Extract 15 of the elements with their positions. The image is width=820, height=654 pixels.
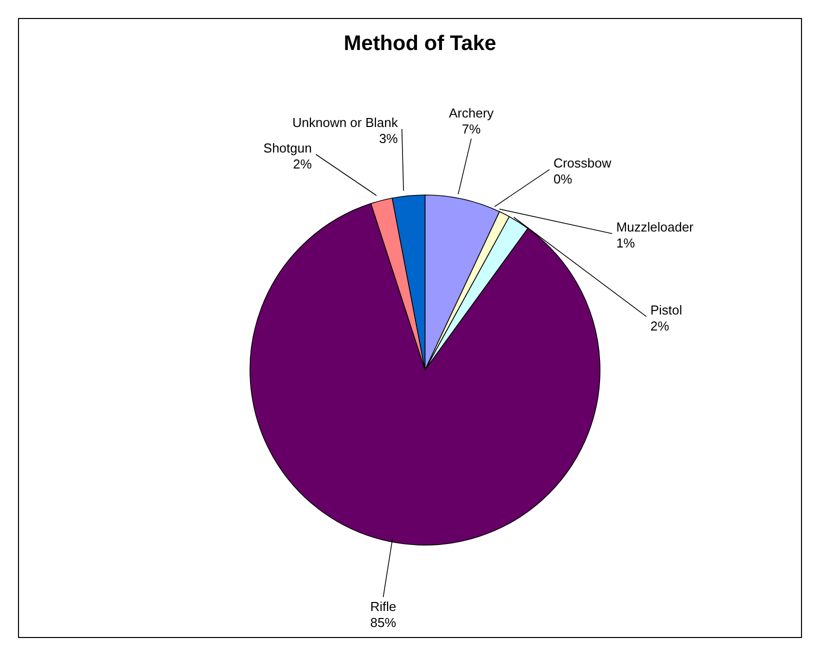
- category-label: Crossbow: [553, 156, 612, 171]
- slice-label: Unknown or Blank: [292, 115, 398, 130]
- slice-label: Pistol: [650, 302, 682, 318]
- text: 0%: [553, 172, 572, 187]
- slice-label: Rifle: [370, 599, 396, 614]
- data-label: 2%: [293, 156, 312, 172]
- slice-label: Muzzleloader: [616, 220, 694, 235]
- data-label: 1%: [616, 236, 636, 251]
- data-label: 2%: [650, 318, 670, 334]
- data-label: 85%: [370, 615, 397, 630]
- data-label: 7%: [462, 122, 482, 137]
- slice-label: Archery: [448, 106, 494, 121]
- slice-label: Shotgun: [263, 140, 312, 156]
- chart-title: Method of Take: [344, 32, 496, 55]
- data-label: 3%: [379, 131, 398, 146]
